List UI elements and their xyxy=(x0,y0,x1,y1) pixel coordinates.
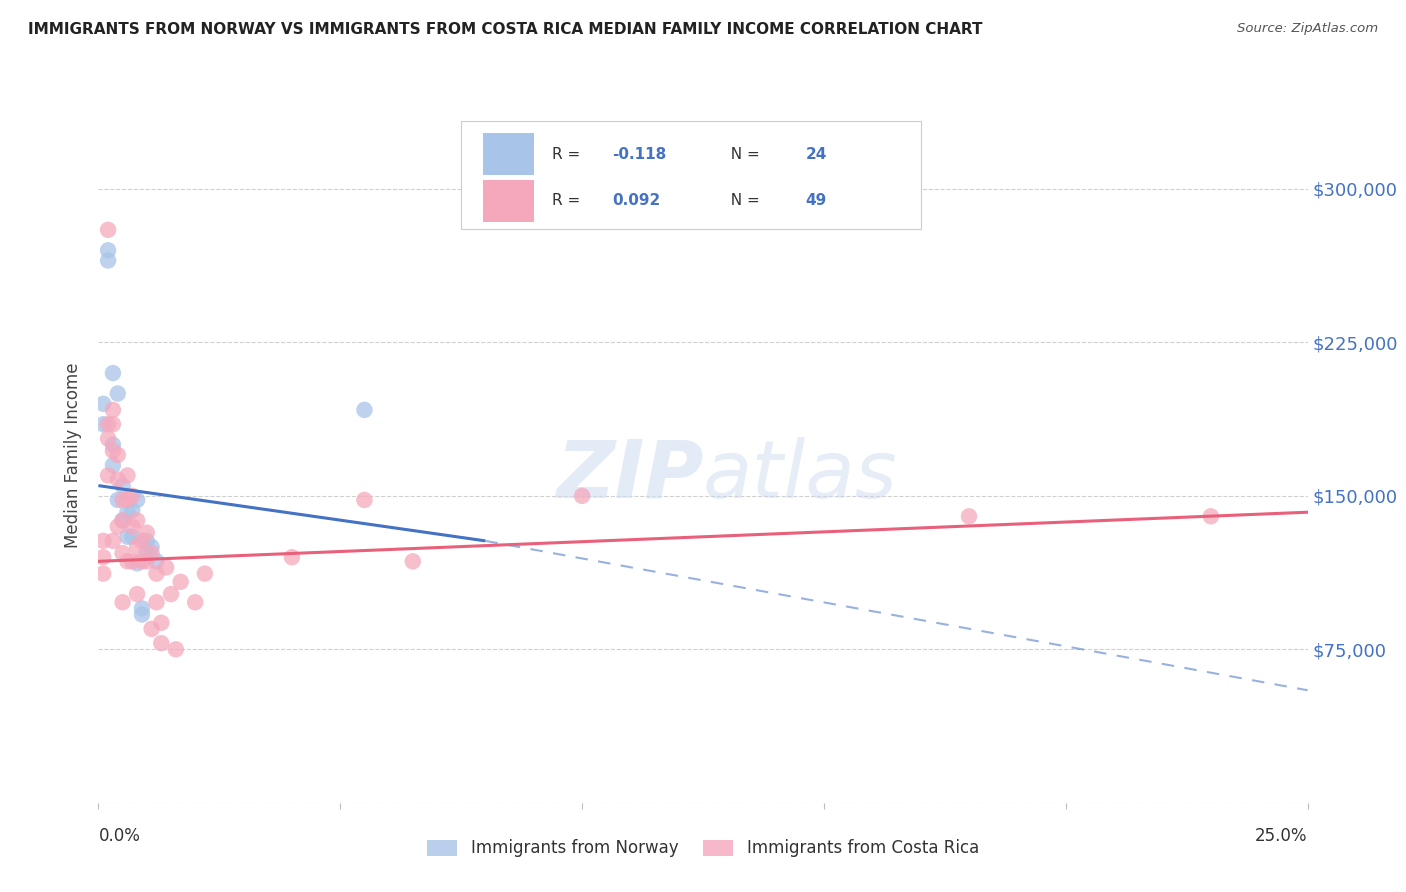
Point xyxy=(127,540,149,554)
Point xyxy=(97,417,120,432)
Point xyxy=(131,607,153,622)
Point xyxy=(1199,509,1222,524)
Point xyxy=(97,244,120,258)
Point xyxy=(957,509,980,524)
Point xyxy=(150,636,173,650)
Text: R =: R = xyxy=(553,147,585,161)
Point xyxy=(127,513,149,527)
Point xyxy=(194,566,217,581)
Point xyxy=(135,554,157,568)
Point xyxy=(353,403,375,417)
Point xyxy=(101,438,124,452)
Point xyxy=(101,417,124,432)
Point xyxy=(131,601,153,615)
Y-axis label: Median Family Income: Median Family Income xyxy=(65,362,83,548)
Point xyxy=(281,550,304,565)
Point xyxy=(117,530,139,544)
Point xyxy=(150,615,173,630)
Text: Source: ZipAtlas.com: Source: ZipAtlas.com xyxy=(1237,22,1378,36)
Text: -0.118: -0.118 xyxy=(613,147,666,161)
Point xyxy=(127,587,149,601)
Point xyxy=(135,546,157,560)
FancyBboxPatch shape xyxy=(461,121,921,229)
Point xyxy=(91,417,114,432)
Point xyxy=(101,366,124,380)
Point xyxy=(111,492,134,507)
FancyBboxPatch shape xyxy=(482,134,534,175)
Text: 24: 24 xyxy=(806,147,827,161)
Text: N =: N = xyxy=(721,194,765,209)
Point xyxy=(91,533,114,548)
Point xyxy=(91,397,114,411)
Point xyxy=(402,554,425,568)
Point xyxy=(111,513,134,527)
FancyBboxPatch shape xyxy=(482,180,534,222)
Point xyxy=(141,622,163,636)
Point xyxy=(107,519,129,533)
Point xyxy=(111,595,134,609)
Point xyxy=(571,489,593,503)
Point xyxy=(155,560,177,574)
Point xyxy=(169,574,191,589)
Point xyxy=(131,554,153,568)
Point xyxy=(111,478,134,492)
Point xyxy=(127,557,149,571)
Point xyxy=(101,458,124,472)
Text: IMMIGRANTS FROM NORWAY VS IMMIGRANTS FROM COSTA RICA MEDIAN FAMILY INCOME CORREL: IMMIGRANTS FROM NORWAY VS IMMIGRANTS FRO… xyxy=(28,22,983,37)
Point xyxy=(117,554,139,568)
Point xyxy=(107,473,129,487)
Point xyxy=(91,566,114,581)
Text: 0.0%: 0.0% xyxy=(98,827,141,845)
Point xyxy=(97,468,120,483)
Point xyxy=(165,642,187,657)
Point xyxy=(91,550,114,565)
Point xyxy=(145,595,167,609)
Point xyxy=(107,386,129,401)
Point xyxy=(97,432,120,446)
Point xyxy=(121,503,143,517)
Point xyxy=(107,492,129,507)
Text: 49: 49 xyxy=(806,194,827,209)
Text: atlas: atlas xyxy=(703,437,898,515)
Point xyxy=(101,403,124,417)
Point xyxy=(135,525,157,540)
Point xyxy=(117,492,139,507)
Point xyxy=(184,595,207,609)
Point xyxy=(117,468,139,483)
Point xyxy=(111,546,134,560)
Point xyxy=(121,530,143,544)
Point xyxy=(353,492,375,507)
Point xyxy=(145,566,167,581)
Point xyxy=(121,554,143,568)
Text: R =: R = xyxy=(553,194,585,209)
Text: 25.0%: 25.0% xyxy=(1256,827,1308,845)
Point xyxy=(141,540,163,554)
Point xyxy=(145,554,167,568)
Text: ZIP: ZIP xyxy=(555,437,703,515)
Point xyxy=(97,253,120,268)
Point xyxy=(117,505,139,519)
Point xyxy=(101,443,124,458)
Point xyxy=(101,533,124,548)
Point xyxy=(107,448,129,462)
Point xyxy=(135,533,157,548)
Point xyxy=(131,533,153,548)
Point xyxy=(111,513,134,527)
Text: N =: N = xyxy=(721,147,765,161)
Point xyxy=(141,546,163,560)
Legend: Immigrants from Norway, Immigrants from Costa Rica: Immigrants from Norway, Immigrants from … xyxy=(420,833,986,864)
Point xyxy=(121,489,143,503)
Point xyxy=(97,223,120,237)
Point xyxy=(160,587,183,601)
Point xyxy=(127,492,149,507)
Text: 0.092: 0.092 xyxy=(613,194,661,209)
Point xyxy=(121,519,143,533)
